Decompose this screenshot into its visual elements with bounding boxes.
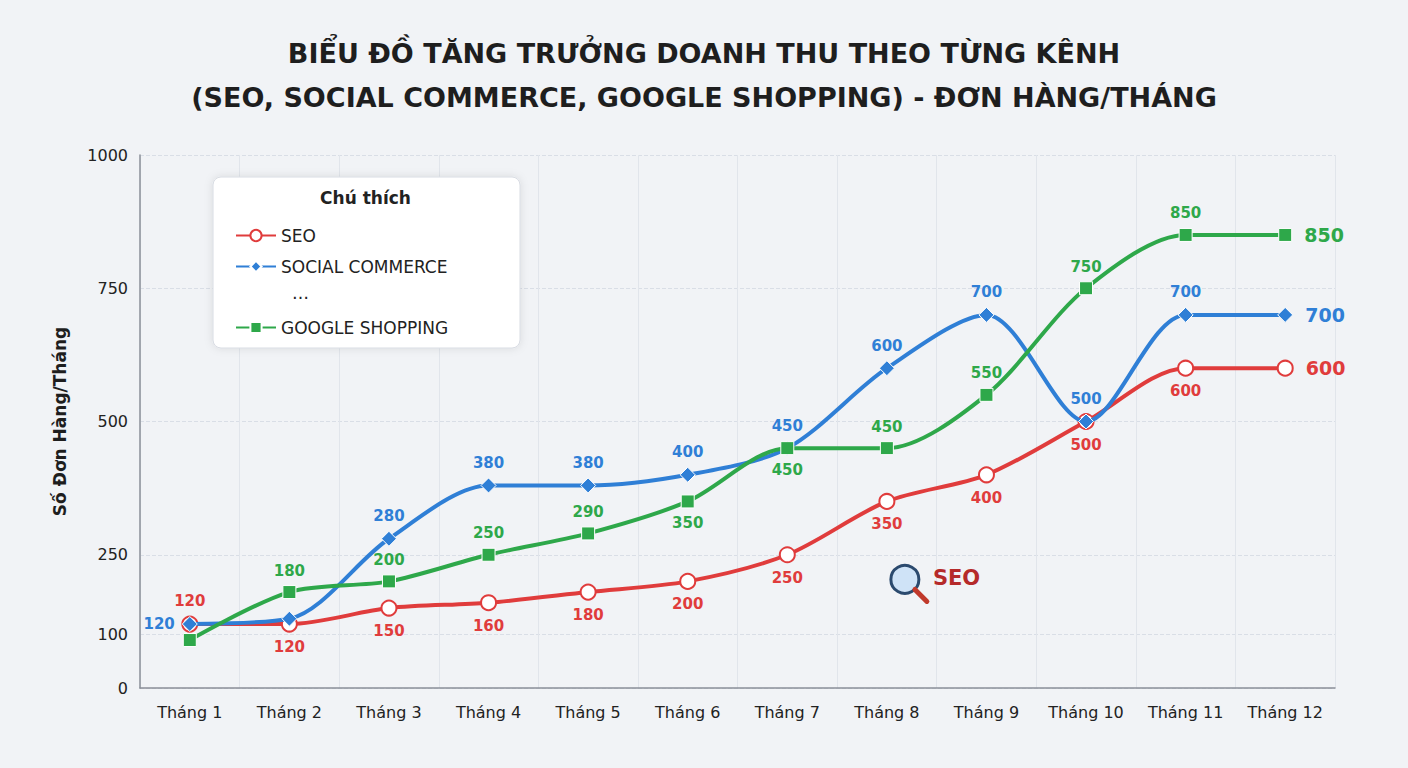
svg-text:250: 250 bbox=[97, 545, 128, 564]
svg-text:Tháng 7: Tháng 7 bbox=[754, 703, 820, 722]
svg-text:SEO: SEO bbox=[281, 226, 316, 246]
svg-text:Tháng 12: Tháng 12 bbox=[1246, 703, 1322, 722]
svg-text:(SEO, SOCIAL COMMERCE, GOOGLE: (SEO, SOCIAL COMMERCE, GOOGLE SHOPPING) … bbox=[191, 82, 1217, 113]
svg-text:Tháng 4: Tháng 4 bbox=[455, 703, 521, 722]
svg-text:160: 160 bbox=[473, 617, 504, 635]
svg-text:Tháng 8: Tháng 8 bbox=[853, 703, 919, 722]
svg-text:120: 120 bbox=[143, 615, 174, 633]
svg-text:Tháng 9: Tháng 9 bbox=[953, 703, 1019, 722]
svg-text:250: 250 bbox=[473, 524, 504, 542]
svg-text:350: 350 bbox=[672, 514, 703, 532]
svg-text:BIỂU ĐỒ TĂNG TRƯỞNG DOANH THU: BIỂU ĐỒ TĂNG TRƯỞNG DOANH THU THEO TỪNG … bbox=[288, 33, 1120, 69]
svg-text:280: 280 bbox=[373, 507, 404, 525]
svg-text:Tháng 11: Tháng 11 bbox=[1147, 703, 1223, 722]
svg-text:…: … bbox=[292, 283, 309, 303]
svg-text:600: 600 bbox=[871, 337, 902, 355]
svg-text:850: 850 bbox=[1304, 224, 1344, 246]
svg-text:850: 850 bbox=[1170, 204, 1201, 222]
svg-text:700: 700 bbox=[1170, 283, 1201, 301]
svg-text:380: 380 bbox=[572, 454, 603, 472]
svg-text:200: 200 bbox=[373, 551, 404, 569]
svg-text:380: 380 bbox=[473, 454, 504, 472]
svg-text:450: 450 bbox=[871, 418, 902, 436]
svg-text:Tháng 2: Tháng 2 bbox=[256, 703, 322, 722]
svg-text:SEO: SEO bbox=[933, 566, 980, 590]
svg-text:Tháng 3: Tháng 3 bbox=[355, 703, 421, 722]
svg-text:Chú thích: Chú thích bbox=[320, 188, 411, 208]
svg-text:Tháng 1: Tháng 1 bbox=[156, 703, 222, 722]
svg-text:700: 700 bbox=[971, 283, 1002, 301]
svg-text:200: 200 bbox=[672, 595, 703, 613]
svg-text:400: 400 bbox=[672, 443, 703, 461]
svg-text:GOOGLE SHOPPING: GOOGLE SHOPPING bbox=[281, 318, 448, 338]
svg-text:500: 500 bbox=[97, 412, 128, 431]
svg-text:Số Đơn Hàng/Tháng: Số Đơn Hàng/Tháng bbox=[50, 327, 70, 516]
svg-text:450: 450 bbox=[772, 417, 803, 435]
svg-text:180: 180 bbox=[274, 562, 305, 580]
svg-text:Tháng 10: Tháng 10 bbox=[1047, 703, 1123, 722]
svg-text:450: 450 bbox=[772, 461, 803, 479]
svg-text:120: 120 bbox=[274, 638, 305, 656]
svg-text:100: 100 bbox=[97, 625, 128, 644]
svg-text:500: 500 bbox=[1070, 436, 1101, 454]
svg-text:Tháng 6: Tháng 6 bbox=[654, 703, 720, 722]
svg-text:0: 0 bbox=[118, 679, 128, 698]
svg-text:600: 600 bbox=[1170, 382, 1201, 400]
svg-text:250: 250 bbox=[772, 569, 803, 587]
svg-text:180: 180 bbox=[572, 606, 603, 624]
svg-text:600: 600 bbox=[1306, 357, 1346, 379]
svg-text:290: 290 bbox=[572, 503, 603, 521]
svg-text:400: 400 bbox=[971, 489, 1002, 507]
svg-text:700: 700 bbox=[1305, 304, 1345, 326]
svg-text:550: 550 bbox=[971, 364, 1002, 382]
svg-text:500: 500 bbox=[1070, 390, 1101, 408]
svg-text:SOCIAL COMMERCE: SOCIAL COMMERCE bbox=[281, 257, 447, 277]
svg-text:150: 150 bbox=[373, 622, 404, 640]
svg-text:350: 350 bbox=[871, 515, 902, 533]
svg-text:750: 750 bbox=[97, 279, 128, 298]
svg-text:1000: 1000 bbox=[87, 146, 128, 165]
svg-text:120: 120 bbox=[174, 592, 205, 610]
svg-text:Tháng 5: Tháng 5 bbox=[554, 703, 620, 722]
svg-text:750: 750 bbox=[1070, 258, 1101, 276]
